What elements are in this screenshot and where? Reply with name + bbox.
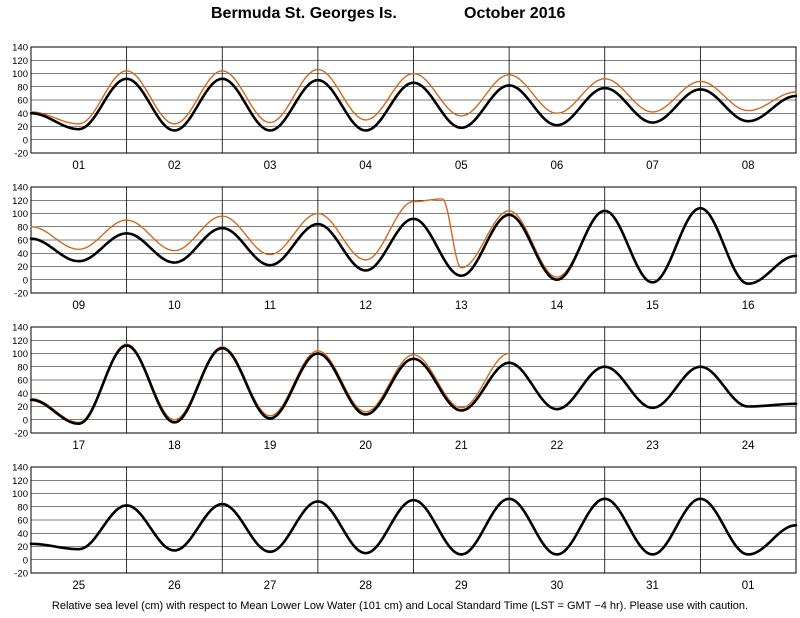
y-tick-label: 0 xyxy=(23,135,28,146)
y-tick-label: 100 xyxy=(12,209,28,220)
y-tick-label: 140 xyxy=(12,463,28,474)
day-label: 29 xyxy=(455,580,468,592)
y-tick-label: 60 xyxy=(17,236,28,247)
y-tick-label: 120 xyxy=(12,56,28,67)
tide-panel-1: -20 0 20 40 60 80 100 120 140 01 02 03 04 05 06 07 08 xyxy=(12,43,798,172)
day-label: 26 xyxy=(168,580,181,592)
day-label: 10 xyxy=(168,300,181,312)
panel-frame xyxy=(30,466,797,574)
y-tick-label: -20 xyxy=(14,569,28,580)
y-tick-label: 20 xyxy=(17,262,28,273)
tide-panel-2: -20 0 20 40 60 80 100 120 140 09 10 11 12 13 14 15 16 xyxy=(12,183,798,312)
tide-panel-4: -20 0 20 40 60 80 100 120 140 25 26 27 28 29 30 31 01 xyxy=(12,463,798,592)
y-tick-label: 60 xyxy=(17,376,28,387)
panel-frame xyxy=(30,186,797,294)
y-tick-label: 120 xyxy=(12,196,28,207)
y-tick-label: -20 xyxy=(14,289,28,300)
y-tick-label: 0 xyxy=(23,275,28,286)
y-tick-label: 20 xyxy=(17,402,28,413)
period-title: October 2016 xyxy=(464,5,566,22)
y-tick-label: 140 xyxy=(12,43,28,54)
y-tick-label: 80 xyxy=(17,502,28,513)
day-label: 14 xyxy=(551,300,564,312)
day-label: 30 xyxy=(551,580,564,592)
day-label: 18 xyxy=(168,440,181,452)
day-label: 27 xyxy=(264,580,277,592)
day-label: 24 xyxy=(742,440,755,452)
day-label: 19 xyxy=(264,440,277,452)
y-tick-label: 0 xyxy=(23,555,28,566)
tide-panel-3: -20 0 20 40 60 80 100 120 140 17 18 19 20 21 22 23 24 xyxy=(12,323,798,452)
y-tick-label: 40 xyxy=(17,249,28,260)
predicted-tide-line xyxy=(29,497,798,556)
y-tick-label: 120 xyxy=(12,336,28,347)
day-label: 15 xyxy=(646,300,659,312)
day-label: 06 xyxy=(551,160,564,172)
y-tick-label: 100 xyxy=(12,349,28,360)
day-label: 07 xyxy=(646,160,659,172)
day-label: 23 xyxy=(646,440,659,452)
y-tick-label: 100 xyxy=(12,69,28,80)
day-label: 01 xyxy=(72,160,85,172)
y-tick-label: 80 xyxy=(17,222,28,233)
day-label: 05 xyxy=(455,160,468,172)
day-label: 28 xyxy=(359,580,372,592)
y-tick-label: -20 xyxy=(14,149,28,160)
y-tick-label: 100 xyxy=(12,489,28,500)
day-label: 17 xyxy=(72,440,85,452)
day-label: 09 xyxy=(72,300,85,312)
panel-frame xyxy=(30,46,797,154)
y-tick-label: 60 xyxy=(17,96,28,107)
station-title: Bermuda St. Georges Is. xyxy=(211,5,397,22)
y-tick-label: 20 xyxy=(17,542,28,553)
y-tick-label: 40 xyxy=(17,529,28,540)
footer-note: Relative sea level (cm) with respect to … xyxy=(51,600,749,612)
day-label: 25 xyxy=(72,580,85,592)
day-label: 22 xyxy=(551,440,564,452)
y-tick-label: 120 xyxy=(12,476,28,487)
observed-tide-line xyxy=(30,68,797,125)
day-label: 12 xyxy=(359,300,372,312)
y-tick-label: 40 xyxy=(17,389,28,400)
day-label: 11 xyxy=(264,300,276,312)
day-label: 20 xyxy=(359,440,372,452)
day-label: 21 xyxy=(455,440,468,452)
y-tick-label: 60 xyxy=(17,516,28,527)
day-label: 13 xyxy=(455,300,468,312)
y-tick-label: 80 xyxy=(17,362,28,373)
y-tick-label: 80 xyxy=(17,82,28,93)
day-label: 31 xyxy=(646,580,659,592)
y-tick-label: -20 xyxy=(14,429,28,440)
day-label: 01 xyxy=(742,580,755,592)
day-label: 08 xyxy=(742,160,755,172)
predicted-tide-line xyxy=(29,344,798,426)
predicted-tide-line xyxy=(29,77,798,132)
y-tick-label: 20 xyxy=(17,122,28,133)
day-label: 04 xyxy=(359,160,372,172)
day-label: 16 xyxy=(742,300,755,312)
predicted-tide-line xyxy=(29,206,798,286)
y-tick-label: 140 xyxy=(12,323,28,334)
y-tick-label: 140 xyxy=(12,183,28,194)
day-label: 03 xyxy=(264,160,277,172)
y-tick-label: 0 xyxy=(23,415,28,426)
panel-frame xyxy=(30,326,797,434)
y-tick-label: 40 xyxy=(17,109,28,120)
day-label: 02 xyxy=(168,160,181,172)
